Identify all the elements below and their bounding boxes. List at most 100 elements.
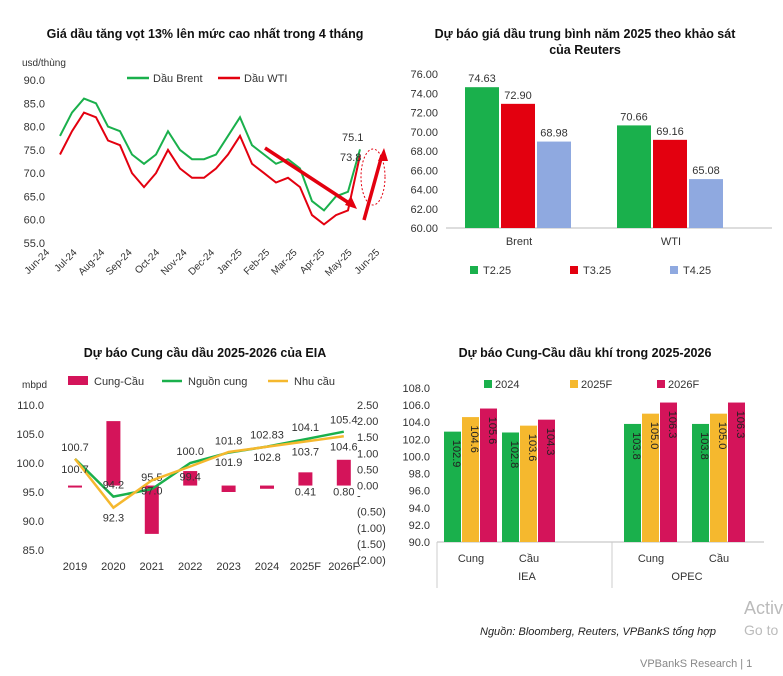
chart3-ytick-right: (1.00) xyxy=(357,523,386,535)
chart1-legend-label: Dầu Brent xyxy=(153,73,203,85)
chart2-data-label: 72.90 xyxy=(504,90,532,102)
chart1-ytick: 80.0 xyxy=(24,122,45,134)
chart4-group-label: IEA xyxy=(518,571,536,583)
chart3-category-label: 2024 xyxy=(255,561,279,573)
chart4-ytick: 100.0 xyxy=(402,451,430,463)
chart3-data-label: 104.6 xyxy=(330,441,358,453)
chart1-ylabel: usd/thùng xyxy=(22,58,66,69)
chart2-ytick: 66.00 xyxy=(410,165,438,177)
chart4-bar xyxy=(538,419,555,542)
chart3-data-label: 97.0 xyxy=(141,485,162,497)
chart1-trend-down-arrowhead xyxy=(345,196,357,209)
chart2-legend-label: T4.25 xyxy=(683,265,711,277)
chart2-ytick: 60.00 xyxy=(410,223,438,235)
chart3-data-label: 100.7 xyxy=(61,464,89,476)
chart4-bar xyxy=(462,417,479,542)
chart3-category-label: 2019 xyxy=(63,561,87,573)
chart3-category-label: 2022 xyxy=(178,561,202,573)
chart4-legend-swatch xyxy=(657,380,665,388)
chart2-legend-swatch xyxy=(470,266,478,274)
chart2-legend-swatch xyxy=(570,266,578,274)
chart3-data-label: 101.8 xyxy=(215,436,243,448)
chart4-ytick: 92.0 xyxy=(409,520,430,532)
chart3-data-label: 103.7 xyxy=(292,447,320,459)
chart1-xtick: Feb-25 xyxy=(242,247,272,277)
chart2-data-label: 68.98 xyxy=(540,128,568,140)
chart1-ytick: 55.0 xyxy=(24,238,45,250)
chart3-ytick: 105.0 xyxy=(16,429,44,441)
chart4-ytick: 94.0 xyxy=(409,503,430,515)
watermark-line1: Activ xyxy=(744,598,783,618)
chart1-series-brent xyxy=(59,97,361,212)
chart2-ytick: 64.00 xyxy=(410,185,438,197)
chart4-data-label: 104.3 xyxy=(544,428,556,456)
chart2-category-label: WTI xyxy=(661,236,681,248)
chart4-bar xyxy=(660,402,677,542)
chart2-data-label: 69.16 xyxy=(656,126,684,138)
chart3-ytick: 110.0 xyxy=(17,400,44,412)
chart3-bar-label: 0.80 xyxy=(333,487,354,499)
chart3-legend-label: Nguồn cung xyxy=(188,376,247,388)
chart2-category-label: Brent xyxy=(506,236,532,248)
chart4-ytick: 104.0 xyxy=(402,417,430,429)
chart2-data-label: 74.63 xyxy=(468,73,496,85)
chart3-data-label: 104.1 xyxy=(292,422,320,434)
chart1-annotation-wti: 73.8 xyxy=(340,152,361,164)
chart3-data-label: 95.5 xyxy=(141,472,162,484)
chart3-title: Dự báo Cung cầu dầu 2025-2026 của EIA xyxy=(83,346,327,360)
chart4-data-label: 103.8 xyxy=(630,432,642,460)
chart3-bar-balance xyxy=(106,421,121,486)
chart1-annotation-brent: 75.1 xyxy=(342,132,363,144)
chart3-ytick-right: (1.50) xyxy=(357,539,386,551)
chart2-ytick: 76.00 xyxy=(410,69,438,81)
chart4-bar xyxy=(624,423,641,542)
chart3-category-label: 2020 xyxy=(101,561,125,573)
chart2-bar xyxy=(537,141,571,228)
chart4-bar xyxy=(692,423,709,542)
chart4-legend-swatch xyxy=(484,380,492,388)
chart1-ytick: 60.0 xyxy=(24,215,45,227)
chart4-ytick: 98.0 xyxy=(409,469,430,481)
chart3-ytick-right: (2.00) xyxy=(357,555,386,567)
chart3-ytick: 100.0 xyxy=(16,458,44,470)
chart4-category-label: Cầu xyxy=(519,553,539,565)
chart3-ytick-right: 0.50 xyxy=(357,464,378,476)
chart2-ytick: 62.00 xyxy=(410,204,438,216)
chart3-line-supply xyxy=(74,430,345,498)
chart4-legend-swatch xyxy=(570,380,578,388)
chart1-highlight-ellipse xyxy=(360,148,386,206)
chart1-svg: usd/thùng 90.0 85.0 80.0 75.0 70.0 65.0 60.0 55.… xyxy=(22,58,388,279)
chart2-data-label: 65.08 xyxy=(692,165,720,177)
chart3-ytick-right: 1.50 xyxy=(357,432,378,444)
chart4-bar xyxy=(480,408,497,542)
chart3-data-label: 99.4 xyxy=(179,471,200,483)
chart3-bar-balance xyxy=(336,459,351,486)
chart4-category-label: Cung xyxy=(458,553,484,565)
chart2-bar xyxy=(465,87,499,228)
chart4-data-label: 105.0 xyxy=(648,422,660,450)
chart3-data-label: 102.83 xyxy=(250,430,284,442)
chart1-title: Giá dầu tăng vọt 13% lên mức cao nhất tr… xyxy=(46,27,364,41)
chart3-legend-label: Cung-Cầu xyxy=(94,376,144,388)
chart3-ytick: 95.0 xyxy=(23,487,44,499)
chart4-ytick: 90.0 xyxy=(409,537,430,549)
chart1-trend-down-arrow xyxy=(264,146,353,207)
chart2-bar xyxy=(653,139,687,228)
chart4-group-label: OPEC xyxy=(671,571,702,583)
chart4-data-label: 103.6 xyxy=(526,434,538,462)
chart3-svg: mbpd110.0105.0100.095.090.085.02.502.001… xyxy=(16,376,386,573)
chart3-bar-balance xyxy=(144,485,159,534)
chart1-xtick: Mar-25 xyxy=(269,247,299,277)
chart4-category-label: Cung xyxy=(638,553,664,565)
chart3-bar-balance xyxy=(68,485,82,488)
chart4-ytick: 108.0 xyxy=(402,383,430,395)
chart3-data-label: 100.7 xyxy=(61,442,89,454)
chart1-xtick: Jun-24 xyxy=(23,247,53,277)
chart3-ytick-right: 0.00 xyxy=(357,481,378,493)
chart1-ytick: 90.0 xyxy=(24,75,45,87)
watermark-line2: Go to xyxy=(744,622,779,638)
chart3-bar-balance xyxy=(298,472,313,486)
chart1-trend-up-arrowhead xyxy=(378,148,388,161)
chart2-bar xyxy=(617,125,651,228)
chart1-legend-label: Dầu WTI xyxy=(244,73,287,85)
